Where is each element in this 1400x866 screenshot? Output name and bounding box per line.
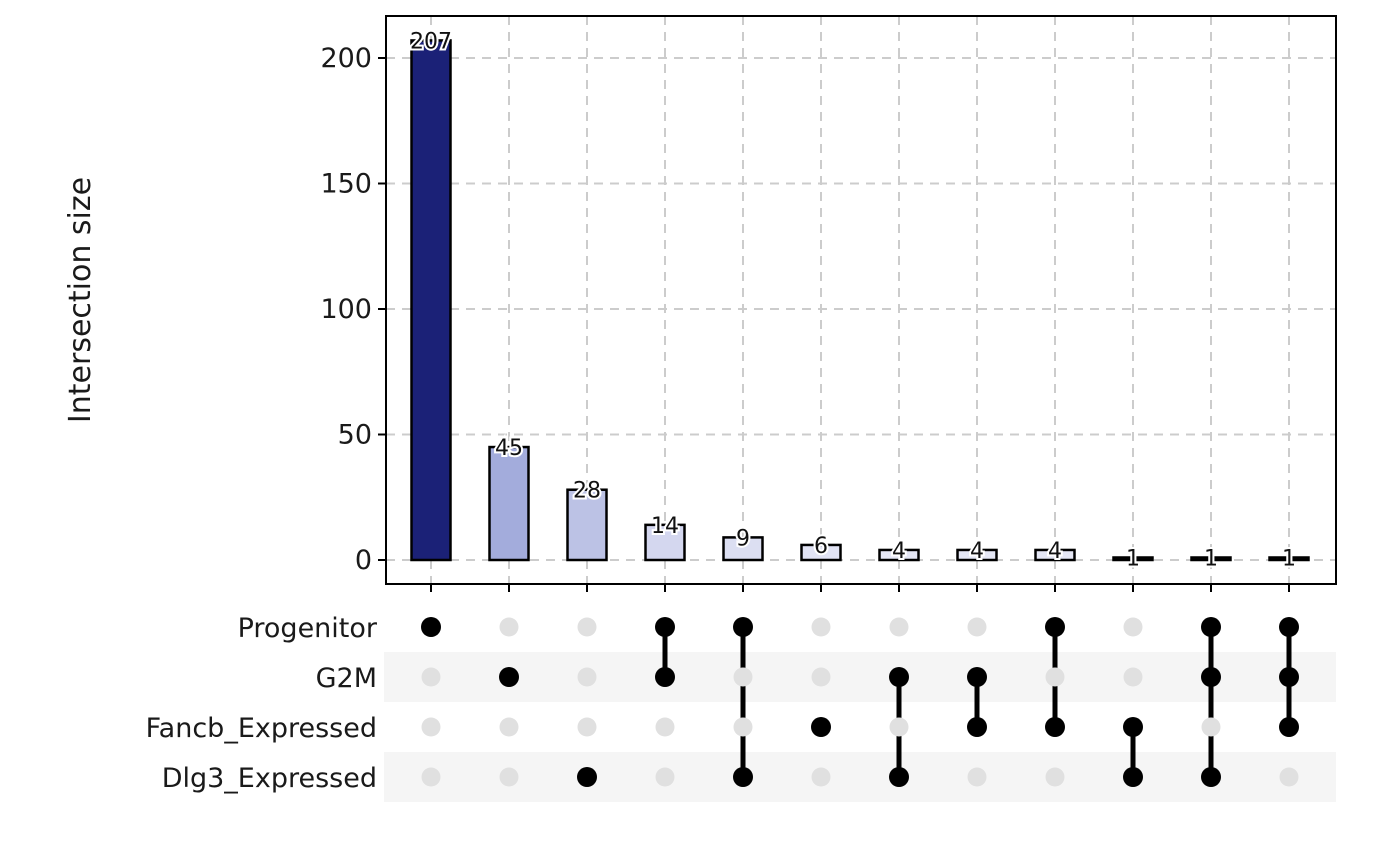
membership-dot-inactive	[1045, 767, 1065, 787]
y-tick-label: 100	[320, 294, 372, 325]
membership-dot-inactive	[733, 667, 753, 687]
membership-dot-inactive	[1279, 767, 1299, 787]
membership-dot-inactive	[499, 767, 519, 787]
y-tick-label: 200	[320, 43, 372, 74]
membership-dot-active	[1201, 667, 1221, 687]
membership-dot-active	[1123, 767, 1143, 787]
membership-dot-inactive	[421, 717, 441, 737]
intersection-bar	[644, 523, 686, 562]
membership-dot-inactive	[811, 767, 831, 787]
bar-value-label: 4	[1048, 539, 1062, 564]
membership-dot-inactive	[655, 767, 675, 787]
membership-dot-inactive	[1201, 717, 1221, 737]
intersection-bar	[1034, 548, 1076, 562]
bar-value-label: 1	[1282, 546, 1296, 571]
membership-dot-inactive	[967, 617, 987, 637]
membership-dot-inactive	[499, 717, 519, 737]
membership-dot-active	[1279, 667, 1299, 687]
membership-dot-active	[967, 717, 987, 737]
bar-labels: 207 45 28 14 9 6 4 4 4 1 1 1	[408, 27, 1298, 573]
matrix-stripes	[384, 652, 1336, 802]
membership-dot-inactive	[1045, 667, 1065, 687]
membership-dot-active	[1123, 717, 1143, 737]
axis-ticks: 0 50 100 150 200	[320, 43, 1290, 592]
membership-dot-active	[577, 767, 597, 787]
y-axis-title: Intersection size	[63, 177, 98, 423]
set-label-fancb-expressed: Fancb_Expressed	[146, 713, 377, 744]
intersection-bar	[1268, 556, 1310, 562]
intersection-bar	[566, 488, 608, 562]
membership-dot-inactive	[655, 717, 675, 737]
bar-value-label: 1	[1204, 546, 1218, 571]
membership-dot-inactive	[811, 667, 831, 687]
membership-dot-active	[1279, 717, 1299, 737]
intersection-bar	[1190, 556, 1232, 562]
bar-value-label: 28	[573, 479, 601, 504]
bar-value-label: 4	[970, 539, 984, 564]
intersection-bar	[488, 445, 530, 562]
intersection-bar	[722, 536, 764, 562]
matrix-row-stripe	[384, 752, 1336, 802]
intersection-bar	[800, 543, 842, 562]
membership-dot-inactive	[811, 617, 831, 637]
bars	[410, 39, 1310, 562]
membership-dot-active	[733, 767, 753, 787]
set-label-progenitor: Progenitor	[238, 613, 378, 644]
set-label-g2m: G2M	[316, 663, 377, 694]
intersection-bar	[878, 548, 920, 562]
membership-dot-inactive	[1123, 667, 1143, 687]
bar-value-label: 9	[736, 526, 750, 551]
membership-dot-inactive	[577, 667, 597, 687]
intersection-bar	[1112, 556, 1154, 562]
membership-dot-active	[889, 767, 909, 787]
membership-dot-active	[655, 617, 675, 637]
bar-value-label: 4	[892, 539, 906, 564]
bar-value-label: 14	[651, 514, 679, 539]
bar-value-label: 1	[1126, 546, 1140, 571]
membership-dot-active	[733, 617, 753, 637]
membership-dot-inactive	[421, 667, 441, 687]
y-tick-label: 150	[320, 169, 372, 200]
membership-dot-active	[499, 667, 519, 687]
plot-frame	[385, 15, 1337, 585]
intersection-bar	[410, 39, 452, 562]
membership-dot-inactive	[733, 717, 753, 737]
membership-dot-active	[1279, 617, 1299, 637]
membership-dot-inactive	[577, 717, 597, 737]
membership-dot-active	[889, 667, 909, 687]
membership-dot-active	[655, 667, 675, 687]
intersection-bar	[956, 548, 998, 562]
y-tick-label: 0	[355, 545, 372, 576]
bar-value-label: 207	[410, 29, 452, 54]
bar-value-label: 45	[495, 436, 523, 461]
membership-dot-inactive	[1123, 617, 1143, 637]
membership-dot-inactive	[421, 767, 441, 787]
membership-dot-inactive	[499, 617, 519, 637]
membership-dot-active	[1045, 617, 1065, 637]
y-tick-label: 50	[338, 420, 372, 451]
membership-dot-inactive	[967, 767, 987, 787]
membership-dot-active	[1045, 717, 1065, 737]
membership-dot-inactive	[889, 617, 909, 637]
membership-dot-active	[1201, 617, 1221, 637]
membership-matrix	[421, 617, 1299, 787]
set-label-dlg3-expressed: Dlg3_Expressed	[162, 763, 377, 794]
membership-dot-active	[1201, 767, 1221, 787]
membership-dot-inactive	[577, 617, 597, 637]
membership-dot-active	[421, 617, 441, 637]
bar-value-label: 6	[814, 534, 828, 559]
matrix-row-stripe	[384, 652, 1336, 702]
membership-dot-inactive	[889, 717, 909, 737]
set-labels: Progenitor G2M Fancb_Expressed Dlg3_Express…	[146, 613, 378, 794]
gridlines	[386, 16, 1336, 584]
membership-dot-active	[967, 667, 987, 687]
membership-dot-active	[811, 717, 831, 737]
